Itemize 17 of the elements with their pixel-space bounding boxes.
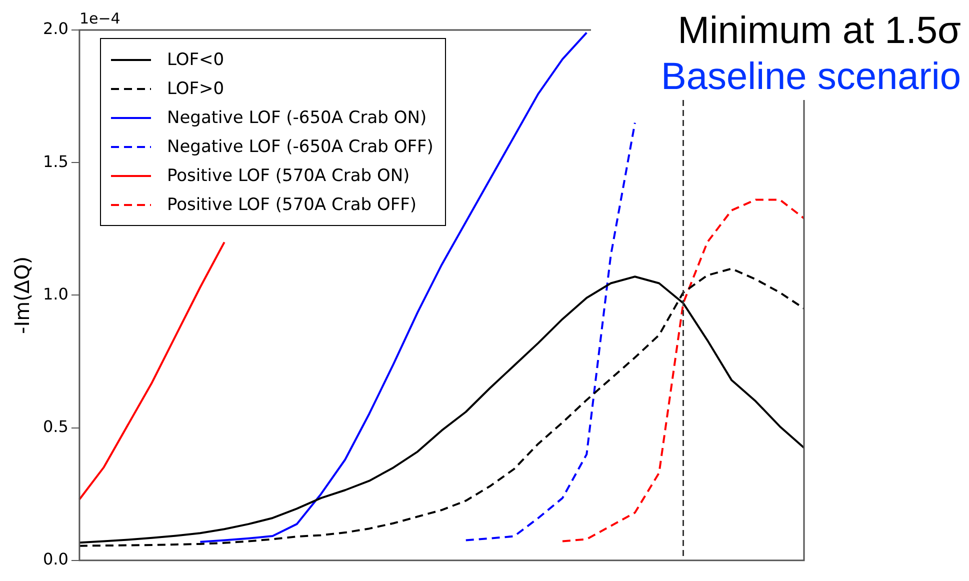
y-tick-label: 0.5 [42,416,68,436]
y-tick-label: 0.0 [42,550,68,569]
text: 1e−4 [79,9,120,28]
legend-label: LOF<0 [167,50,224,70]
y-tick-label: 1.0 [42,284,68,304]
line-series [561,198,805,542]
legend-label: LOF>0 [167,78,224,98]
y-tick-label: 1.5 [42,152,68,171]
legend-label: Positive LOF (570A Crab ON) [167,166,410,186]
annotation: Baseline scenario [591,54,961,100]
y-tick-label: 2.0 [42,19,68,38]
legend-label: Negative LOF (-650A Crab ON) [167,108,427,128]
y-axis-title: -Im(ΔQ) [10,256,34,334]
line-series [464,122,636,542]
legend-label: Positive LOF (570A Crab OFF) [167,194,417,214]
legend-label: Negative LOF (-650A Crab OFF) [167,136,434,156]
annotation: Minimum at 1.5σ [591,8,961,54]
